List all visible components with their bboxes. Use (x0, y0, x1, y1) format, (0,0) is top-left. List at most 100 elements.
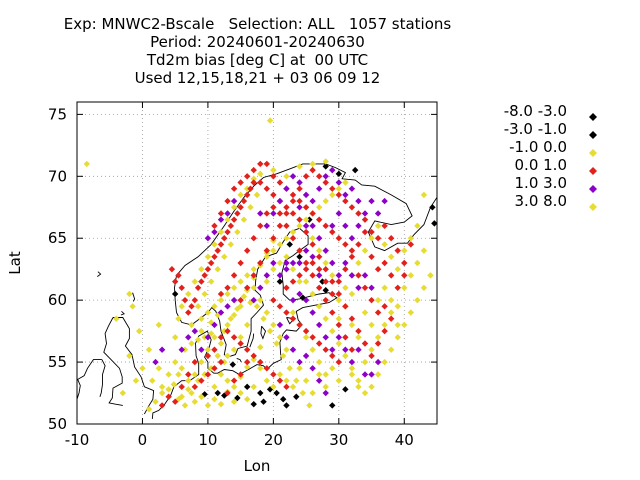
data-point (224, 352, 231, 360)
data-point (178, 346, 185, 353)
data-point (171, 334, 179, 341)
data-point (83, 160, 91, 168)
data-point (283, 383, 290, 391)
data-point (361, 389, 369, 397)
data-point (315, 173, 323, 180)
data-point (207, 259, 215, 267)
y-axis-label: Lat (6, 251, 24, 275)
data-point (296, 358, 303, 366)
data-point (302, 327, 310, 335)
data-point (342, 241, 349, 248)
data-point (361, 284, 369, 291)
data-point (283, 259, 290, 267)
data-point (243, 185, 251, 192)
data-point (263, 185, 271, 192)
data-point (315, 235, 323, 242)
data-point (263, 272, 271, 279)
data-point (361, 358, 369, 366)
data-point (234, 394, 241, 402)
data-point (198, 393, 205, 400)
data-point (188, 321, 195, 329)
data-point (335, 315, 343, 322)
data-point (191, 278, 199, 285)
data-point (335, 179, 343, 186)
data-point (381, 284, 388, 291)
data-point (296, 278, 303, 285)
data-point (322, 265, 329, 273)
data-point (319, 278, 326, 285)
data-point (230, 296, 238, 304)
data-point (381, 327, 388, 335)
coastline-path (103, 317, 123, 406)
data-point (152, 358, 159, 366)
data-point (230, 272, 238, 279)
data-point (306, 402, 313, 409)
data-point (126, 290, 133, 298)
data-point (342, 386, 349, 393)
data-point (188, 303, 195, 310)
data-point (224, 197, 231, 205)
data-point (204, 309, 212, 316)
data-point (286, 365, 293, 372)
data-point (243, 191, 251, 199)
data-point (394, 334, 401, 341)
data-point (387, 346, 395, 353)
data-point (185, 309, 192, 316)
data-point (335, 334, 343, 341)
data-point (429, 204, 436, 211)
data-point (217, 296, 225, 304)
data-point (348, 272, 356, 279)
data-point (381, 358, 388, 366)
data-point (387, 309, 395, 316)
data-point (348, 321, 356, 329)
data-point (394, 284, 401, 291)
data-point (348, 185, 356, 192)
data-point (276, 179, 284, 186)
data-point (381, 303, 388, 310)
data-point (178, 284, 185, 291)
data-point (381, 197, 388, 205)
data-point (211, 383, 218, 391)
data-point (217, 340, 225, 347)
data-point (227, 241, 235, 248)
legend-item: -1.0 0.0 (455, 138, 615, 157)
data-point (355, 259, 362, 267)
data-point (165, 393, 172, 400)
data-point (194, 377, 202, 384)
data-point (237, 340, 244, 347)
y-tick-label: 65 (48, 229, 67, 247)
data-point (276, 241, 284, 248)
legend-label: 3.0 8.0 (514, 192, 567, 210)
data-point (135, 327, 143, 335)
data-point (191, 327, 199, 335)
data-point (257, 389, 264, 397)
data-point (257, 365, 264, 372)
data-point (270, 265, 277, 273)
data-point (329, 222, 336, 230)
data-point (342, 197, 349, 205)
data-point (315, 303, 323, 310)
data-point (348, 346, 356, 353)
data-point (234, 228, 241, 236)
data-point (204, 346, 212, 353)
data-point (276, 259, 284, 267)
data-point (207, 365, 215, 372)
data-point (302, 296, 310, 304)
data-point (348, 290, 356, 298)
data-point (335, 235, 343, 242)
data-point (420, 247, 428, 254)
data-point (204, 235, 212, 242)
coastline-path (249, 333, 255, 348)
data-point (204, 402, 212, 409)
data-point (355, 334, 362, 341)
data-point (178, 303, 185, 310)
chart-header-experiment: Exp: MNWC2-Bscale Selection: ALL 1057 st… (63, 15, 452, 33)
data-point (243, 396, 251, 403)
data-point (240, 197, 248, 205)
data-point (270, 259, 277, 267)
data-point (250, 352, 257, 360)
coastline-path (174, 163, 438, 313)
data-point (257, 160, 264, 168)
data-point (329, 402, 336, 409)
data-point (329, 346, 336, 353)
